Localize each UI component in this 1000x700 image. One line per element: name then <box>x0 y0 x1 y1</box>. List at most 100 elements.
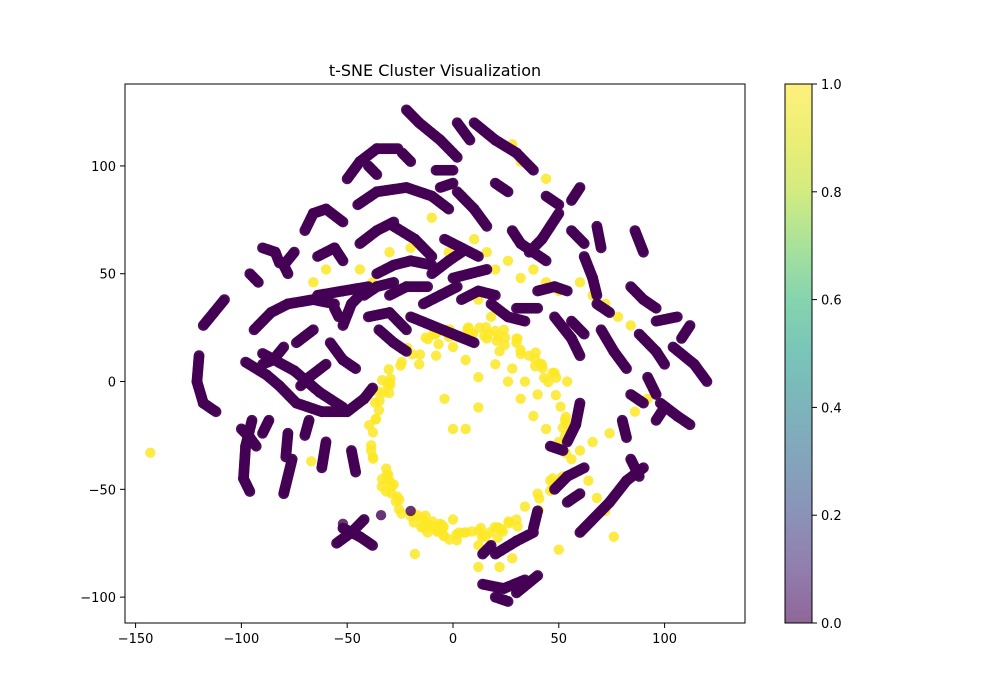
data-point <box>426 251 438 262</box>
data-point <box>578 462 590 474</box>
data-point <box>369 397 381 408</box>
y-tick-label: −50 <box>89 483 116 498</box>
data-point <box>257 427 268 439</box>
data-point <box>433 339 444 350</box>
data-point <box>485 311 497 323</box>
data-point <box>383 364 394 375</box>
data-point <box>468 234 480 245</box>
y-tick-label: 100 <box>91 160 116 175</box>
data-point <box>295 380 307 392</box>
data-point <box>532 488 543 499</box>
data-point <box>354 264 366 275</box>
data-point <box>591 289 603 301</box>
x-tick-label: −150 <box>118 632 154 647</box>
y-tick-label: −100 <box>80 591 116 606</box>
data-point <box>591 492 603 504</box>
data-point <box>574 445 586 456</box>
data-point <box>560 411 572 423</box>
data-point <box>492 522 503 533</box>
data-point <box>197 320 209 331</box>
data-point <box>473 525 484 537</box>
data-point <box>370 414 381 425</box>
data-point <box>447 164 459 176</box>
data-point <box>557 422 568 433</box>
data-point <box>553 544 564 555</box>
data-point <box>435 518 446 530</box>
data-point <box>549 367 560 379</box>
data-point <box>532 302 544 314</box>
data-point <box>519 501 531 512</box>
data-point <box>587 436 598 448</box>
data-point <box>684 419 696 431</box>
data-point <box>499 332 511 343</box>
data-point <box>252 276 264 288</box>
data-point <box>451 535 463 546</box>
data-point <box>444 534 455 545</box>
data-point <box>604 307 615 318</box>
colorbar-tick-label: 0.4 <box>821 401 842 416</box>
data-point <box>671 311 683 323</box>
data-point <box>515 272 526 284</box>
data-point <box>536 359 548 370</box>
data-point <box>460 527 471 538</box>
data-point <box>280 451 292 463</box>
data-point <box>621 363 632 374</box>
x-tick-label: 100 <box>652 632 677 647</box>
data-point <box>578 238 590 249</box>
data-point <box>244 486 256 497</box>
data-point <box>633 470 645 482</box>
data-point <box>371 169 383 180</box>
data-point <box>595 242 607 254</box>
data-point <box>515 348 527 360</box>
data-point <box>532 570 544 581</box>
colorbar-tick-label: 0.2 <box>821 509 842 524</box>
colorbar-tick-label: 1.0 <box>821 78 842 93</box>
data-point <box>532 389 543 400</box>
data-point <box>337 518 349 530</box>
data-point <box>350 363 362 374</box>
data-point <box>306 456 317 467</box>
data-point <box>523 350 535 361</box>
data-point <box>566 453 577 465</box>
data-point <box>447 341 459 353</box>
data-point <box>278 488 290 500</box>
data-point <box>337 255 349 267</box>
data-point <box>574 527 586 538</box>
y-axis: −100 −50 0 50 100 <box>80 160 125 606</box>
data-point <box>481 246 493 258</box>
data-point <box>502 186 514 198</box>
data-point <box>468 337 480 349</box>
data-point <box>451 281 463 293</box>
data-point <box>401 345 412 357</box>
data-point <box>308 277 319 288</box>
data-point <box>401 324 412 336</box>
data-point <box>528 264 539 275</box>
colorbar-tick-label: 0.6 <box>821 294 842 309</box>
data-point <box>481 333 493 344</box>
data-point <box>540 423 552 435</box>
data-point <box>544 440 556 452</box>
data-point <box>477 548 489 560</box>
data-point <box>367 453 379 464</box>
data-point <box>473 372 484 383</box>
data-point <box>650 389 662 400</box>
data-point <box>282 268 294 280</box>
data-point <box>494 346 505 357</box>
data-point <box>480 322 492 333</box>
data-point <box>659 358 670 370</box>
data-point <box>490 359 501 370</box>
data-point <box>608 531 620 542</box>
data-point <box>473 402 484 413</box>
data-point <box>430 350 442 361</box>
data-point <box>638 246 649 258</box>
data-point <box>494 561 505 573</box>
data-point <box>460 423 471 435</box>
data-point <box>561 436 573 448</box>
data-point <box>528 410 539 422</box>
data-point <box>625 320 636 331</box>
data-point <box>550 389 562 401</box>
plot-frame <box>124 83 746 624</box>
data-point <box>367 539 378 551</box>
data-point <box>210 406 222 418</box>
